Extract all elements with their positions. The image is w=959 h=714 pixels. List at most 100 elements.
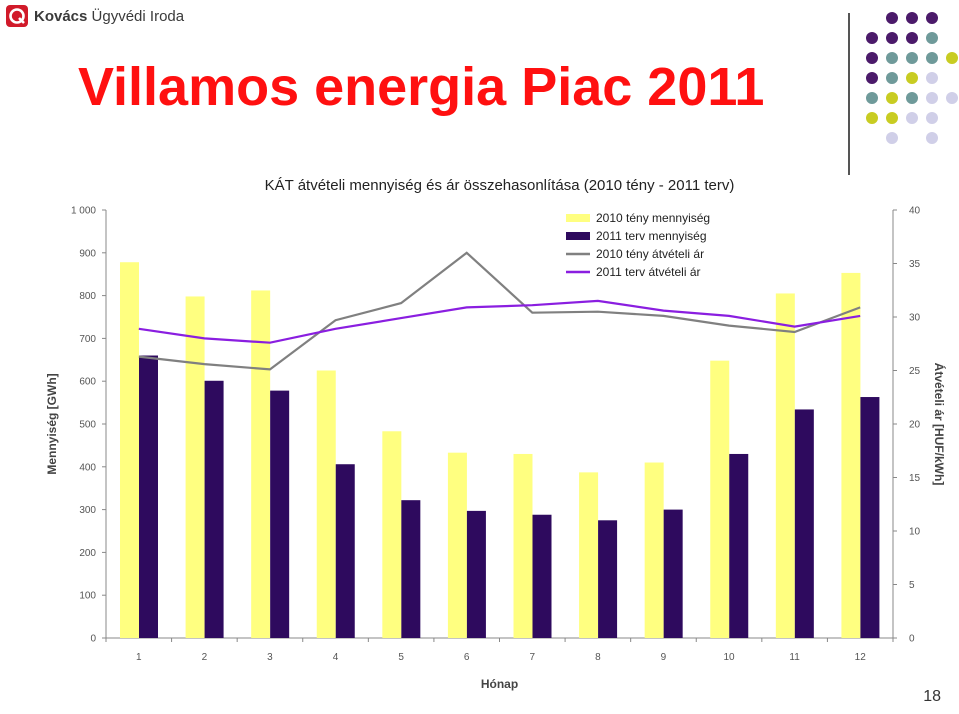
y-tick-label: 800 — [79, 291, 96, 302]
bar-plan-2011 — [139, 355, 158, 638]
bar-actual-2010 — [644, 462, 664, 638]
kovacs-logo-icon — [6, 5, 28, 27]
decorative-dot — [886, 12, 898, 24]
y-tick-label: 700 — [79, 334, 96, 345]
y2-tick-label: 40 — [909, 206, 921, 217]
logo-bold: Kovács — [34, 7, 88, 25]
bar-actual-2010 — [316, 370, 336, 638]
x-tick-label: 7 — [530, 652, 536, 663]
x-tick-label: 6 — [464, 652, 470, 663]
bar-plan-2011 — [860, 397, 880, 638]
bar-actual-2010 — [185, 296, 205, 638]
decorative-dot — [906, 12, 918, 24]
y2-tick-label: 35 — [909, 259, 921, 270]
decorative-divider — [848, 13, 850, 175]
y2-tick-label: 25 — [909, 366, 921, 377]
decorative-dot — [866, 32, 878, 44]
bar-actual-2010 — [513, 453, 533, 638]
logo: Kovács Ügyvédi Iroda — [6, 4, 184, 28]
legend-swatch — [566, 214, 590, 222]
bar-plan-2011 — [729, 453, 749, 638]
bar-actual-2010 — [447, 452, 467, 638]
decorative-dot — [926, 32, 938, 44]
y-tick-label: 500 — [79, 420, 96, 431]
x-tick-label: 3 — [267, 652, 273, 663]
x-tick-label: 2 — [202, 652, 208, 663]
legend-swatch — [566, 232, 590, 240]
x-tick-label: 11 — [789, 652, 800, 663]
y-tick-label: 400 — [79, 462, 96, 473]
x-tick-label: 12 — [855, 652, 867, 663]
decorative-dot — [906, 32, 918, 44]
x-tick-label: 10 — [723, 652, 735, 663]
decorative-dot — [886, 52, 898, 64]
y2-tick-label: 5 — [909, 580, 915, 591]
decorative-dot-grid — [866, 12, 958, 154]
y-tick-label: 1 000 — [71, 206, 96, 217]
y-tick-label: 0 — [90, 634, 96, 645]
decorative-dot — [926, 92, 938, 104]
bar-plan-2011 — [532, 514, 552, 638]
bar-actual-2010 — [579, 472, 599, 638]
bar-actual-2010 — [841, 272, 861, 638]
line-price-2010 — [138, 251, 861, 371]
decorative-dot — [926, 72, 938, 84]
legend-label: 2010 tény mennyiség — [596, 211, 710, 225]
y-tick-label: 200 — [79, 548, 96, 559]
x-tick-label: 4 — [333, 652, 339, 663]
legend-label: 2011 terv mennyiség — [596, 229, 707, 243]
y2-tick-label: 15 — [909, 473, 921, 484]
y2-axis-label: Átvételi ár [HUF/kWh] — [932, 363, 947, 486]
bar-actual-2010 — [251, 290, 271, 638]
y-tick-label: 900 — [79, 248, 96, 259]
decorative-dot — [926, 112, 938, 124]
bar-actual-2010 — [710, 360, 730, 638]
decorative-dot — [866, 92, 878, 104]
decorative-dot — [886, 72, 898, 84]
bar-plan-2011 — [663, 509, 683, 638]
decorative-dot — [866, 72, 878, 84]
y2-tick-label: 10 — [909, 527, 921, 538]
y2-tick-label: 0 — [909, 634, 915, 645]
chart-title: KÁT átvételi mennyiség és ár összehasonl… — [265, 177, 735, 194]
x-tick-label: 1 — [136, 652, 142, 663]
logo-text: Kovács Ügyvédi Iroda — [34, 8, 184, 25]
bar-plan-2011 — [335, 464, 355, 638]
decorative-dot — [926, 12, 938, 24]
legend-label: 2010 tény átvételi ár — [596, 247, 704, 261]
y2-tick-label: 20 — [909, 420, 921, 431]
y-tick-label: 300 — [79, 505, 96, 516]
decorative-dot — [946, 52, 958, 64]
x-tick-label: 9 — [661, 652, 667, 663]
decorative-dot — [926, 132, 938, 144]
logo-rest: Ügyvédi Iroda — [87, 7, 185, 25]
bar-plan-2011 — [204, 380, 224, 638]
decorative-dot — [866, 52, 878, 64]
decorative-dot — [926, 52, 938, 64]
decorative-dot — [906, 112, 918, 124]
y-axis-label: Mennyiség [GWh] — [45, 373, 59, 474]
line-price-2011 — [138, 299, 861, 344]
decorative-dot — [906, 92, 918, 104]
y2-tick-label: 30 — [909, 313, 921, 324]
bar-actual-2010 — [120, 262, 139, 638]
bar-actual-2010 — [382, 431, 402, 638]
bar-plan-2011 — [466, 510, 486, 638]
legend-label: 2011 terv átvételi ár — [596, 265, 701, 279]
page-number: 18 — [923, 688, 941, 705]
decorative-dot — [886, 32, 898, 44]
decorative-dot — [886, 132, 898, 144]
bar-actual-2010 — [775, 293, 795, 638]
decorative-dot — [886, 92, 898, 104]
bar-plan-2011 — [598, 520, 618, 638]
x-tick-label: 5 — [398, 652, 404, 663]
decorative-dot — [886, 112, 898, 124]
decorative-dot — [906, 72, 918, 84]
slide-title: Villamos energia Piac 2011 — [78, 57, 765, 117]
bar-plan-2011 — [794, 409, 814, 638]
y-tick-label: 100 — [79, 591, 96, 602]
y-tick-label: 600 — [79, 377, 96, 388]
decorative-dot — [946, 92, 958, 104]
bar-plan-2011 — [270, 390, 290, 638]
